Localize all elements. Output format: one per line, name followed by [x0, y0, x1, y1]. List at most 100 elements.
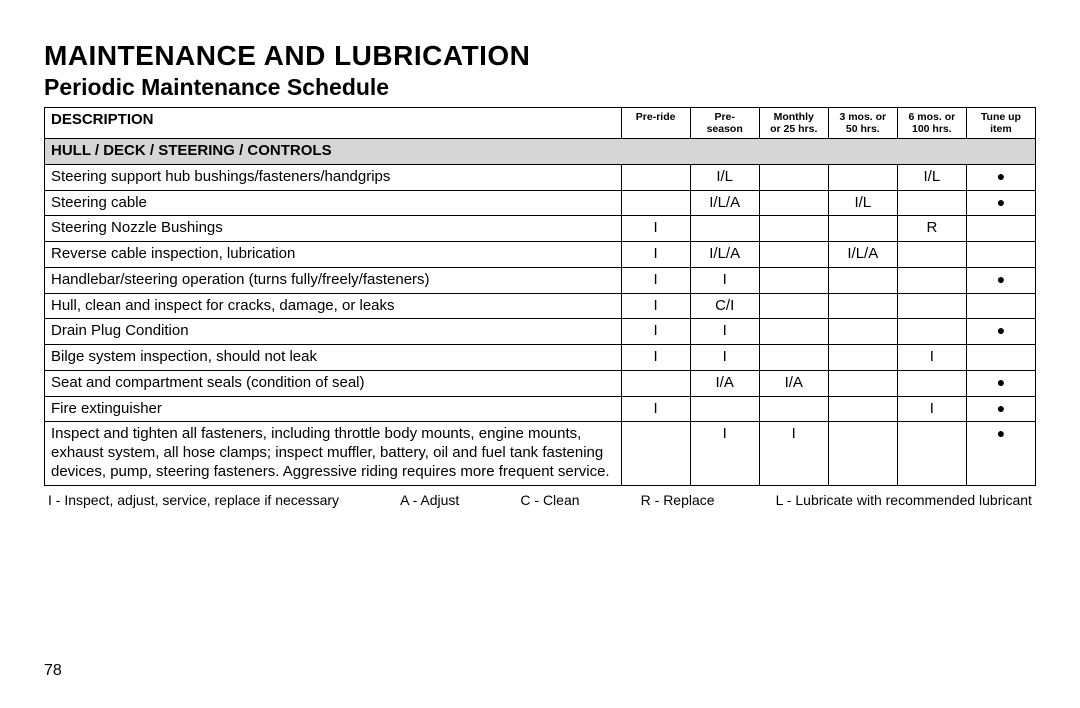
cell: I: [621, 345, 690, 371]
cell: I: [621, 242, 690, 268]
col-6mos: 6 mos. or100 hrs.: [897, 108, 966, 139]
cell-desc: Inspect and tighten all fasteners, inclu…: [45, 422, 622, 485]
page-subtitle: Periodic Maintenance Schedule: [44, 74, 1036, 101]
cell: [897, 242, 966, 268]
cell-desc: Hull, clean and inspect for cracks, dama…: [45, 293, 622, 319]
cell-desc: Seat and compartment seals (condition of…: [45, 370, 622, 396]
col-3mos: 3 mos. or50 hrs.: [828, 108, 897, 139]
cell: [966, 293, 1035, 319]
cell: [690, 396, 759, 422]
cell: I: [690, 267, 759, 293]
cell: [759, 267, 828, 293]
cell-desc: Drain Plug Condition: [45, 319, 622, 345]
cell: I: [621, 267, 690, 293]
cell: [621, 370, 690, 396]
cell: [759, 190, 828, 216]
table-row: Steering Nozzle Bushings I R: [45, 216, 1036, 242]
cell: [759, 216, 828, 242]
cell-desc: Reverse cable inspection, lubrication: [45, 242, 622, 268]
cell: I: [897, 396, 966, 422]
cell: [966, 216, 1035, 242]
col-tuneup: Tune upitem: [966, 108, 1035, 139]
cell: [897, 190, 966, 216]
cell: I/A: [759, 370, 828, 396]
cell: [828, 396, 897, 422]
cell: ●: [966, 396, 1035, 422]
cell: I/L: [897, 164, 966, 190]
cell: [828, 267, 897, 293]
table-row: Steering cable I/L/A I/L ●: [45, 190, 1036, 216]
cell: [690, 216, 759, 242]
maintenance-table: DESCRIPTION Pre-ride Pre-season Monthlyo…: [44, 107, 1036, 486]
cell: [828, 216, 897, 242]
cell: [828, 293, 897, 319]
cell: I: [621, 216, 690, 242]
page-number: 78: [44, 662, 62, 680]
cell: C/I: [690, 293, 759, 319]
cell-desc: Bilge system inspection, should not leak: [45, 345, 622, 371]
col-description: DESCRIPTION: [45, 108, 622, 139]
cell: ●: [966, 370, 1035, 396]
cell-desc: Steering Nozzle Bushings: [45, 216, 622, 242]
cell: ●: [966, 319, 1035, 345]
cell: ●: [966, 190, 1035, 216]
cell: [966, 242, 1035, 268]
cell: ●: [966, 164, 1035, 190]
cell: I: [897, 345, 966, 371]
table-header-row: DESCRIPTION Pre-ride Pre-season Monthlyo…: [45, 108, 1036, 139]
table-row: Handlebar/steering operation (turns full…: [45, 267, 1036, 293]
legend-clean: C - Clean: [520, 492, 579, 508]
cell-desc: Steering cable: [45, 190, 622, 216]
cell: I/L: [690, 164, 759, 190]
cell: [621, 164, 690, 190]
cell: I: [621, 396, 690, 422]
legend-adjust: A - Adjust: [400, 492, 459, 508]
cell: [759, 164, 828, 190]
cell: [828, 370, 897, 396]
section-header: HULL / DECK / STEERING / CONTROLS: [45, 139, 1036, 165]
table-row: Steering support hub bushings/fasteners/…: [45, 164, 1036, 190]
table-row: Inspect and tighten all fasteners, inclu…: [45, 422, 1036, 485]
col-preride: Pre-ride: [621, 108, 690, 139]
cell: [966, 345, 1035, 371]
table-row: Reverse cable inspection, lubrication I …: [45, 242, 1036, 268]
legend-lubricate: L - Lubricate with recommended lubricant: [776, 492, 1032, 508]
cell: [759, 319, 828, 345]
cell: [828, 345, 897, 371]
cell: ●: [966, 267, 1035, 293]
table-row: Fire extinguisher I I ●: [45, 396, 1036, 422]
cell: [897, 319, 966, 345]
cell: R: [897, 216, 966, 242]
cell: [828, 422, 897, 485]
legend-inspect: I - Inspect, adjust, service, replace if…: [48, 492, 339, 508]
cell: I/L: [828, 190, 897, 216]
cell: [828, 164, 897, 190]
section-header-row: HULL / DECK / STEERING / CONTROLS: [45, 139, 1036, 165]
table-row: Drain Plug Condition I I ●: [45, 319, 1036, 345]
page-title: MAINTENANCE AND LUBRICATION: [44, 40, 1036, 72]
cell-desc: Handlebar/steering operation (turns full…: [45, 267, 622, 293]
cell: I: [690, 422, 759, 485]
cell: I: [759, 422, 828, 485]
table-row: Seat and compartment seals (condition of…: [45, 370, 1036, 396]
cell: I: [690, 319, 759, 345]
cell: [897, 422, 966, 485]
cell-desc: Fire extinguisher: [45, 396, 622, 422]
cell: [759, 293, 828, 319]
table-row: Hull, clean and inspect for cracks, dama…: [45, 293, 1036, 319]
cell: [897, 293, 966, 319]
cell: [897, 370, 966, 396]
cell: [759, 345, 828, 371]
cell: I/A: [690, 370, 759, 396]
legend-row: I - Inspect, adjust, service, replace if…: [44, 492, 1036, 508]
cell: I: [621, 319, 690, 345]
table-row: Bilge system inspection, should not leak…: [45, 345, 1036, 371]
cell: I/L/A: [690, 242, 759, 268]
cell: [897, 267, 966, 293]
legend-replace: R - Replace: [641, 492, 715, 508]
cell: [759, 396, 828, 422]
cell: I: [621, 293, 690, 319]
cell: [828, 319, 897, 345]
cell: I/L/A: [828, 242, 897, 268]
cell-desc: Steering support hub bushings/fasteners/…: [45, 164, 622, 190]
